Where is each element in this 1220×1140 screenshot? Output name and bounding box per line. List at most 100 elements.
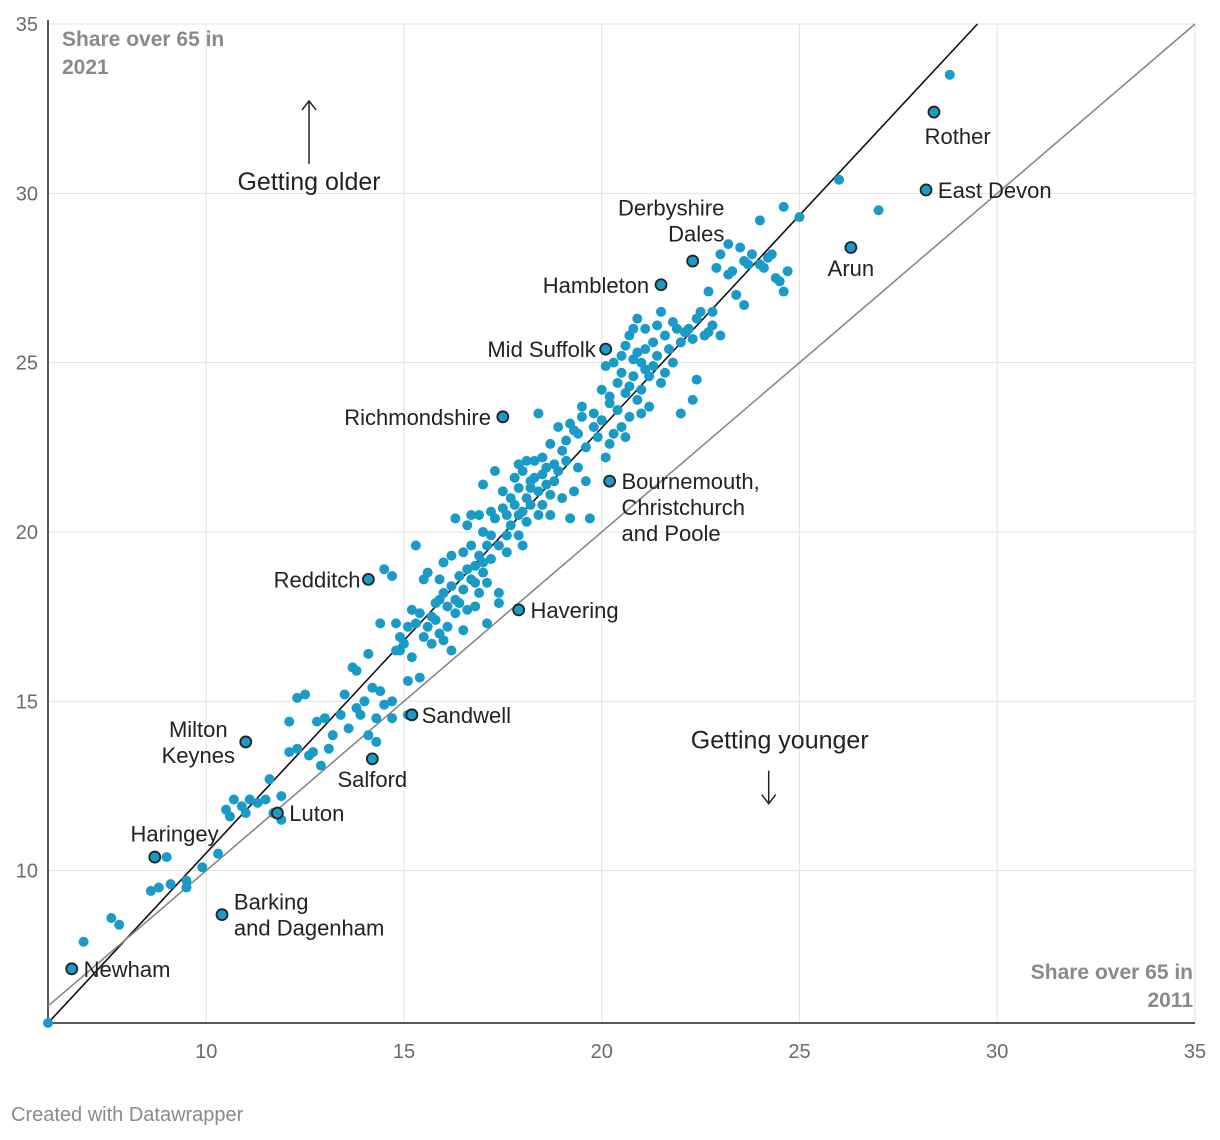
arrow-up-icon bbox=[301, 99, 317, 164]
point-labels: Rother East Devon Derbyshire Dales Arun Hambl… bbox=[84, 124, 1052, 982]
x-tick-label: 25 bbox=[788, 1041, 810, 1063]
data-point bbox=[636, 384, 647, 395]
data-point bbox=[624, 381, 635, 392]
data-point bbox=[616, 421, 627, 432]
data-point bbox=[224, 811, 235, 822]
data-point bbox=[505, 520, 516, 531]
data-point bbox=[327, 730, 338, 741]
data-point bbox=[687, 394, 698, 405]
highlighted-point bbox=[405, 708, 419, 722]
data-point bbox=[335, 709, 346, 720]
data-point bbox=[747, 249, 758, 260]
data-point bbox=[418, 631, 429, 642]
data-point bbox=[454, 570, 465, 581]
data-point bbox=[240, 808, 251, 819]
data-point bbox=[576, 401, 587, 412]
data-point bbox=[656, 306, 667, 317]
data-point bbox=[252, 797, 263, 808]
data-point bbox=[161, 852, 172, 863]
data-point bbox=[375, 686, 386, 697]
point-label: Newham bbox=[84, 957, 171, 982]
footer-credit: Created with Datawrapper bbox=[11, 1104, 244, 1126]
highlighted-point bbox=[270, 806, 284, 820]
data-point bbox=[485, 554, 496, 565]
highlighted-point bbox=[919, 183, 933, 197]
data-point bbox=[711, 262, 722, 273]
point-label: Bournemouth, Christchurch and Poole bbox=[622, 469, 760, 546]
data-point bbox=[644, 371, 655, 382]
data-point bbox=[446, 581, 457, 592]
data-point bbox=[513, 530, 524, 541]
data-point bbox=[438, 587, 449, 598]
data-point bbox=[438, 635, 449, 646]
annotations: Getting older Getting younger bbox=[237, 99, 869, 805]
data-point bbox=[470, 560, 481, 571]
data-point bbox=[260, 794, 271, 805]
data-point bbox=[545, 438, 556, 449]
data-point bbox=[596, 384, 607, 395]
highlighted-point bbox=[512, 603, 526, 617]
highlighted-point bbox=[927, 105, 941, 119]
point-label: Milton Keynes bbox=[162, 717, 235, 768]
data-point bbox=[458, 625, 469, 636]
data-point bbox=[644, 401, 655, 412]
data-point bbox=[300, 689, 311, 700]
data-point bbox=[569, 486, 580, 497]
data-point bbox=[509, 472, 520, 483]
data-point bbox=[509, 499, 520, 510]
data-point bbox=[580, 442, 591, 453]
data-point bbox=[561, 455, 572, 466]
data-point bbox=[648, 361, 659, 372]
x-tick-label: 20 bbox=[591, 1041, 613, 1063]
data-point bbox=[537, 452, 548, 463]
data-point bbox=[707, 306, 718, 317]
data-point bbox=[181, 882, 192, 893]
data-point bbox=[660, 330, 671, 341]
data-point bbox=[628, 323, 639, 334]
highlighted-point bbox=[654, 278, 668, 292]
highlighted-point bbox=[239, 735, 253, 749]
data-point bbox=[375, 618, 386, 629]
data-point bbox=[478, 479, 489, 490]
data-point bbox=[371, 713, 382, 724]
data-point bbox=[778, 201, 789, 212]
point-label: Richmondshire bbox=[344, 405, 491, 430]
data-point bbox=[513, 482, 524, 493]
data-point bbox=[675, 408, 686, 419]
data-point bbox=[458, 547, 469, 558]
data-point bbox=[426, 638, 437, 649]
data-point bbox=[311, 716, 322, 727]
data-point bbox=[632, 347, 643, 358]
data-point bbox=[466, 510, 477, 521]
data-point bbox=[521, 516, 532, 527]
data-point bbox=[450, 608, 461, 619]
data-point bbox=[616, 367, 627, 378]
data-point bbox=[545, 489, 556, 500]
data-point bbox=[652, 350, 663, 361]
data-point bbox=[695, 306, 706, 317]
data-point bbox=[406, 604, 417, 615]
data-point bbox=[636, 408, 647, 419]
arrow-down-icon bbox=[761, 770, 777, 805]
data-point bbox=[478, 567, 489, 578]
data-point bbox=[691, 374, 702, 385]
point-label: Arun bbox=[828, 256, 874, 281]
highlighted-point bbox=[603, 474, 617, 488]
data-point bbox=[640, 344, 651, 355]
data-point bbox=[553, 421, 564, 432]
data-point bbox=[371, 736, 382, 747]
data-point bbox=[616, 350, 627, 361]
data-point bbox=[106, 913, 117, 924]
data-point bbox=[723, 239, 734, 250]
data-point bbox=[588, 421, 599, 432]
highlighted-point bbox=[65, 962, 79, 976]
data-point bbox=[529, 455, 540, 466]
grid bbox=[48, 23, 1196, 1023]
axis-titles: Share over 65 in 2021 Share over 65 in 2011 bbox=[62, 28, 1193, 1012]
y-tick-label: 10 bbox=[16, 861, 38, 883]
data-point bbox=[319, 713, 330, 724]
y-tick-label: 35 bbox=[16, 14, 38, 36]
data-point bbox=[604, 398, 615, 409]
point-label: Sandwell bbox=[422, 703, 511, 728]
data-point bbox=[517, 540, 528, 551]
